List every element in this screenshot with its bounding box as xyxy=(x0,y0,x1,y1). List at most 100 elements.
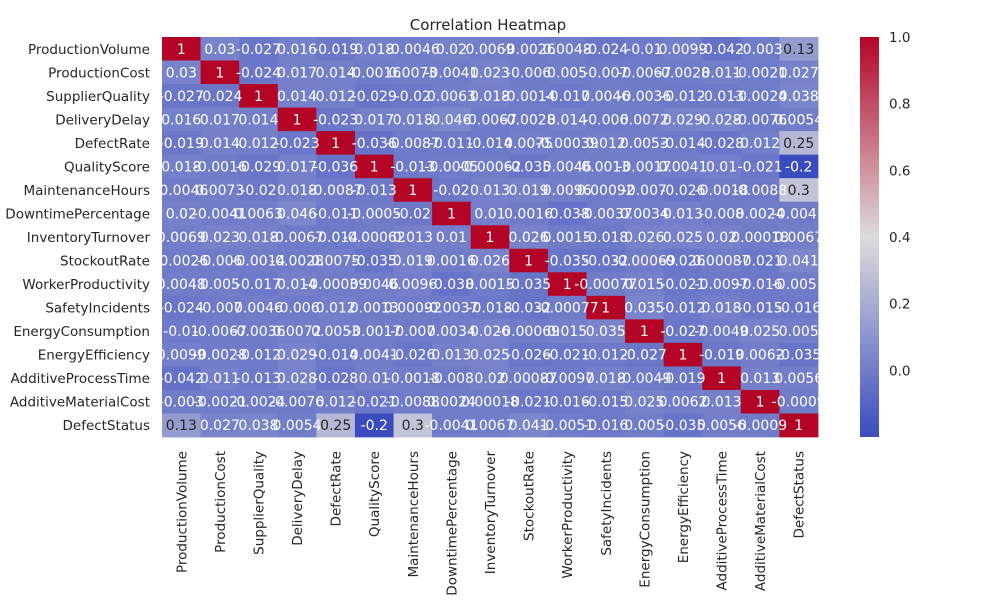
cell-value-label: -0.0017 xyxy=(347,324,401,340)
heatmap-cell xyxy=(470,201,510,226)
cell-value-label: -0.019 xyxy=(699,348,744,364)
heatmap-cell xyxy=(162,225,201,250)
cell-value-label: -0.00077 xyxy=(536,301,599,317)
cell-value-label: 0.0056 xyxy=(697,418,746,434)
heatmap-cell xyxy=(702,201,742,226)
heatmap-cell xyxy=(702,84,742,108)
heatmap-cell xyxy=(702,60,742,85)
cell-value-label: 1 xyxy=(563,277,572,293)
cell-value-label: 0.0056 xyxy=(774,371,823,387)
heatmap-cell xyxy=(702,178,742,203)
heatmap-cell xyxy=(432,84,472,108)
chart-title: Correlation Heatmap xyxy=(410,16,566,34)
cell-value-label: 0.02 xyxy=(474,371,505,387)
cell-value-label: -0.021 xyxy=(506,395,551,411)
heatmap-cell xyxy=(547,342,587,367)
cell-value-label: -0.027 xyxy=(236,42,281,58)
cell-value-label: -0.019 xyxy=(660,371,705,387)
heatmap-cell xyxy=(354,225,394,250)
heatmap-cell xyxy=(354,201,394,226)
cell-value-label: -0.003 xyxy=(738,42,783,58)
cell-value-label: -0.013 xyxy=(352,183,397,199)
heatmap-cell xyxy=(740,389,780,414)
heatmap-cell xyxy=(779,319,819,344)
cell-value-label: 0.018 xyxy=(161,159,201,175)
cell-value-label: 0.013 xyxy=(431,348,471,364)
cell-value-label: 0.00092 xyxy=(384,301,442,317)
cell-value-label: 0.0099 xyxy=(658,42,707,58)
cell-value-label: 0.0016 xyxy=(427,254,476,270)
heatmap-cell xyxy=(200,342,240,367)
cell-value-label: -0.0024 xyxy=(733,89,787,105)
cell-value-label: -0.0028 xyxy=(193,348,247,364)
cell-value-label: 0.0072 xyxy=(273,324,322,340)
heatmap-cell xyxy=(277,84,317,108)
heatmap-cell xyxy=(432,389,472,414)
cell-value-label: 0.00092 xyxy=(577,183,635,199)
cell-value-label: -0.028 xyxy=(313,371,358,387)
cell-value-label: -0.02 xyxy=(395,89,431,105)
cell-value-label: 0.016 xyxy=(277,42,317,58)
cell-value-label: -0.0028 xyxy=(656,65,710,81)
heatmap-cell xyxy=(663,413,703,438)
y-tick-label: EnergyConsumption xyxy=(13,324,150,340)
colorbar-tick-label: 0.6 xyxy=(889,163,910,179)
heatmap-cell xyxy=(470,154,510,179)
cell-value-label: -0.0041 xyxy=(424,418,478,434)
cell-value-label: 0.3 xyxy=(402,418,424,434)
cell-value-label: 0.02 xyxy=(436,42,467,58)
cell-value-label: 0.0069 xyxy=(466,42,515,58)
cell-value-label: 0.014 xyxy=(200,136,240,152)
heatmap-cell xyxy=(354,154,394,179)
cell-value-label: 0.0069 xyxy=(157,230,206,246)
cell-value-label: -0.014 xyxy=(313,348,358,364)
heatmap-cell xyxy=(779,295,819,320)
cell-value-label: 0.014 xyxy=(316,65,356,81)
heatmap-cell xyxy=(779,84,819,108)
cell-value-label: 0.005 xyxy=(547,65,587,81)
cell-value-label: -0.006 xyxy=(506,65,551,81)
heatmap-cell xyxy=(162,178,201,203)
heatmap-cell xyxy=(239,248,279,273)
heatmap-cell xyxy=(470,319,510,344)
cell-value-label: 0.0054 xyxy=(774,112,823,128)
heatmap-cell xyxy=(740,366,780,391)
cell-value-label: 0.017 xyxy=(200,112,240,128)
cell-value-label: -0.016 xyxy=(776,301,821,317)
cell-value-label: 0.027 xyxy=(200,418,240,434)
heatmap-cell xyxy=(470,178,510,203)
heatmap-cell xyxy=(625,272,665,297)
y-tick-label: AdditiveMaterialCost xyxy=(10,395,150,411)
cell-value-label: 0.00018 xyxy=(731,230,789,246)
colorbar-tick-label: 0.8 xyxy=(889,97,910,113)
heatmap-cell xyxy=(702,295,742,320)
cell-value-label: -0.035 xyxy=(776,348,821,364)
cell-value-label: 0.00018 xyxy=(461,395,519,411)
cell-value-label: 0.028 xyxy=(701,112,741,128)
y-tick-label: QualityScore xyxy=(64,159,150,175)
heatmap-cell xyxy=(470,107,510,132)
cell-value-label: 0.0013 xyxy=(350,301,399,317)
heatmap-cell xyxy=(586,366,626,391)
heatmap-cell xyxy=(547,37,587,61)
heatmap-cell xyxy=(162,248,201,273)
heatmap-cell xyxy=(277,107,317,132)
heatmap-cell xyxy=(316,272,356,297)
heatmap-cell xyxy=(509,413,549,438)
cell-value-label: -0.00069 xyxy=(613,254,676,270)
cell-value-label: 0.005 xyxy=(624,418,664,434)
heatmap-cell xyxy=(200,37,240,61)
cell-value-label: -0.0036 xyxy=(231,324,285,340)
heatmap-cell xyxy=(354,84,394,108)
heatmap-cell xyxy=(702,154,742,179)
cell-value-label: -0.2 xyxy=(361,418,388,434)
heatmap-cell xyxy=(316,84,356,108)
heatmap-cell xyxy=(162,37,201,61)
cell-value-label: 0.0046 xyxy=(581,89,630,105)
cell-value-label: 0.01 xyxy=(706,159,737,175)
heatmap-cell xyxy=(470,272,510,297)
x-tick-label: EnergyEfficiency xyxy=(676,451,692,563)
cell-value-label: -0.014 xyxy=(313,230,358,246)
heatmap-cell xyxy=(779,342,819,367)
